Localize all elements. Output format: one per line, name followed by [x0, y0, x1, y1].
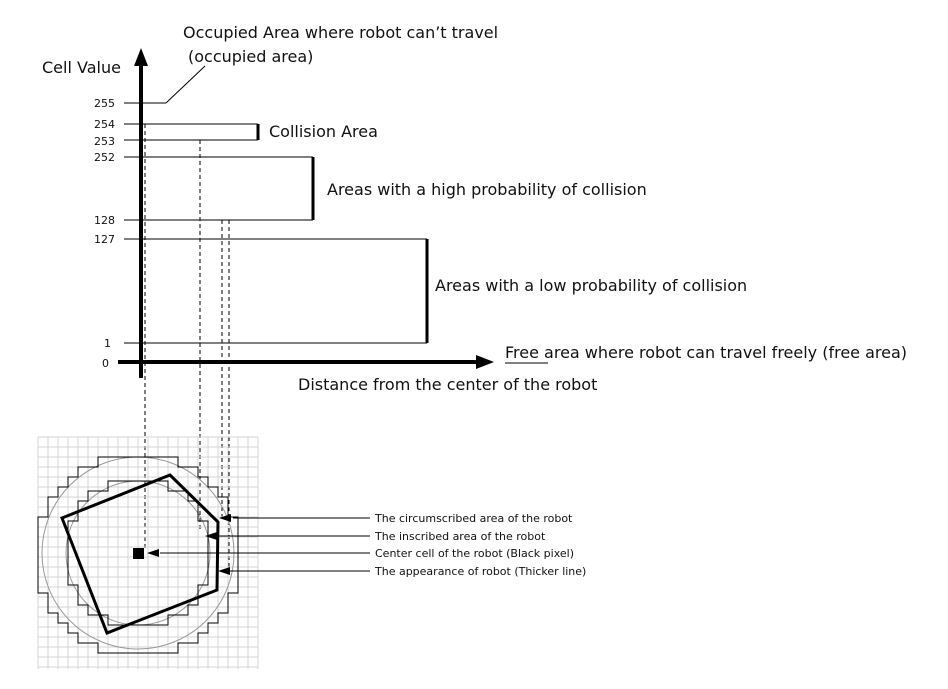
tick-label-252: 252: [94, 151, 115, 164]
zone-brackets: [256, 124, 429, 343]
tick-label-255: 255: [94, 97, 115, 110]
legend-inscribed: The inscribed area of the robot: [374, 530, 546, 543]
leader-appearance-arrow: [218, 567, 230, 575]
tick-label-128: 128: [94, 214, 115, 227]
x-axis-arrowhead: [476, 355, 494, 369]
leader-circumscribed-arrow: [219, 514, 231, 522]
y-ticks: 255 254 253 252 128 127 1 0: [94, 65, 427, 370]
high-probability-label: Areas with a high probability of collisi…: [327, 180, 647, 199]
occupied-area-sublabel: (occupied area): [188, 47, 313, 66]
robot-center-cell: [133, 548, 144, 559]
x-axis-label: Distance from the center of the robot: [298, 375, 597, 394]
collision-area-label: Collision Area: [269, 122, 378, 141]
robot-shape: [60, 473, 220, 635]
axes: [118, 48, 494, 378]
low-probability-label: Areas with a low probability of collisio…: [435, 276, 747, 295]
y-axis-label: Cell Value: [42, 58, 121, 77]
legend-center: Center cell of the robot (Black pixel): [375, 547, 574, 560]
tick-label-254: 254: [94, 118, 115, 131]
legend-appearance: The appearance of robot (Thicker line): [374, 565, 586, 578]
circumscribed-cell-outline: [37, 456, 239, 654]
tick-label-0: 0: [102, 357, 109, 370]
occupied-area-label: Occupied Area where robot can’t travel: [183, 23, 498, 42]
leader-center-arrow: [147, 549, 159, 557]
legend-circumscribed: The circumscribed area of the robot: [374, 512, 573, 525]
occupied-leader-line: [165, 65, 206, 104]
leader-inscribed-arrow: [205, 532, 217, 540]
tick-label-127: 127: [94, 233, 115, 246]
y-axis-arrowhead: [134, 48, 148, 66]
tick-label-1: 1: [104, 337, 111, 350]
free-area-label: Free area where robot can travel freely …: [505, 343, 907, 362]
tick-label-253: 253: [94, 135, 115, 148]
legend-leaders: [147, 514, 370, 575]
